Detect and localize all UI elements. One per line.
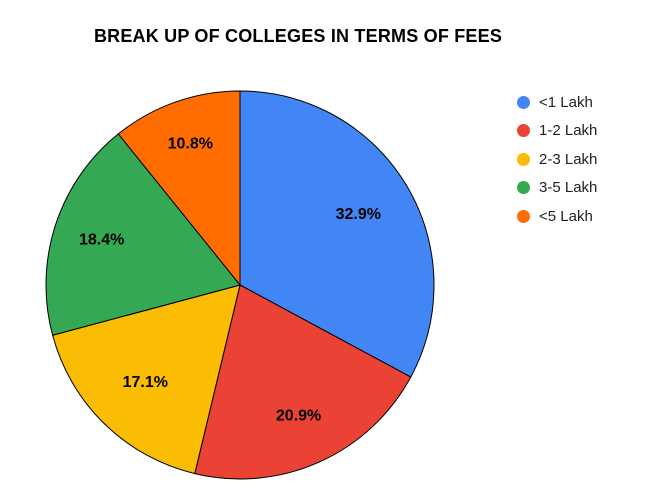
- pie-slice-3[interactable]: [52, 284, 241, 475]
- slice-percent-label: 17.1%: [123, 374, 168, 391]
- legend-color-dot: [517, 124, 530, 138]
- legend-color-dot: [517, 95, 530, 109]
- legend-label: <5 Lakh: [539, 207, 593, 225]
- slice-percent-label: 10.8%: [168, 136, 213, 153]
- chart-legend: <1 Lakh 1-2 Lakh 2-3 Lakh 3-5 Lakh <5 Lakh: [517, 88, 597, 231]
- legend-item: <1 Lakh: [517, 88, 597, 117]
- legend-item: 3-5 Lakh: [517, 174, 597, 203]
- legend-label: 3-5 Lakh: [539, 179, 598, 197]
- pie-slice-5[interactable]: [117, 90, 241, 287]
- legend-color-dot: [517, 209, 530, 223]
- slice-percent-label: 20.9%: [276, 408, 321, 425]
- legend-item: 2-3 Lakh: [517, 145, 597, 174]
- pie-slice-1[interactable]: [239, 90, 435, 378]
- legend-label: <1 Lakh: [539, 93, 593, 111]
- legend-color-dot: [517, 152, 530, 166]
- chart-title: BREAK UP OF COLLEGES IN TERMS OF FEES: [93, 26, 503, 46]
- pie-slice-2[interactable]: [194, 284, 412, 480]
- slice-percent-label: 18.4%: [79, 231, 124, 248]
- legend-label: 1-2 Lakh: [539, 122, 598, 140]
- slice-percent-label: 32.9%: [336, 206, 381, 223]
- legend-label: 2-3 Lakh: [539, 150, 598, 168]
- legend-item: <5 Lakh: [517, 202, 597, 231]
- pie-slice-4[interactable]: [45, 133, 241, 336]
- legend-item: 1-2 Lakh: [517, 117, 597, 146]
- legend-color-dot: [517, 181, 530, 195]
